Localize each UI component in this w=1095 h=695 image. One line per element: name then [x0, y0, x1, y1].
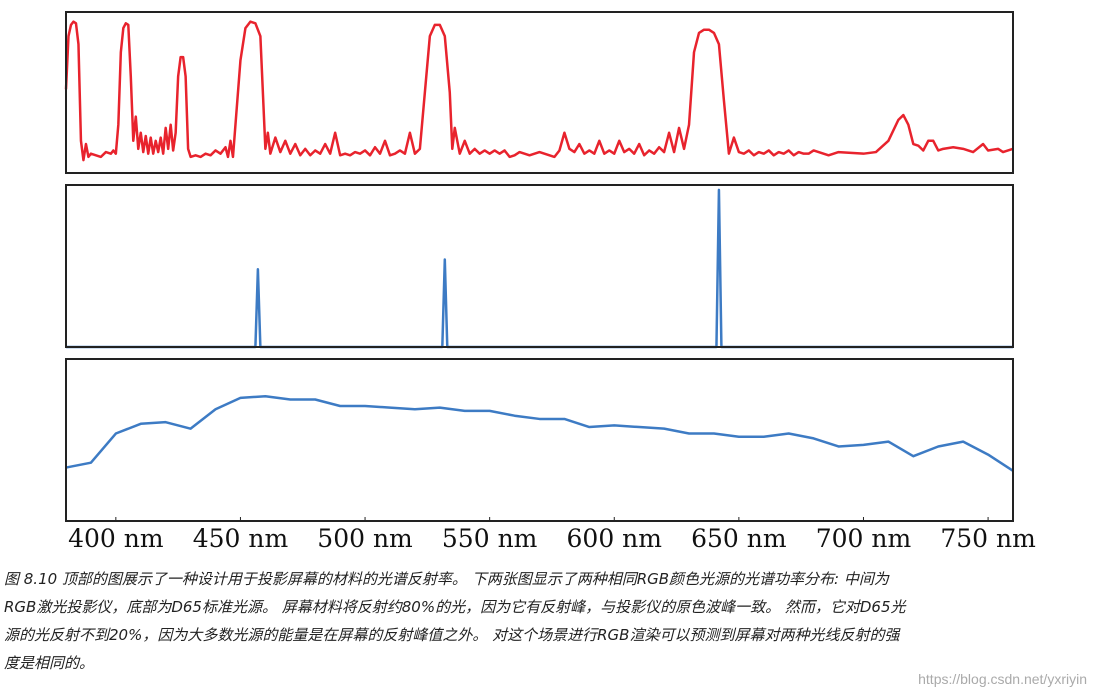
caption-line: RGB激光投影仪，底部为D65标准光源。 屏幕材料将反射约80%的光，因为它有反…: [4, 598, 906, 616]
x-tick-label: 750 nm: [940, 524, 1036, 553]
x-tick-label: 650 nm: [691, 524, 787, 553]
data-line: [65, 395, 1014, 472]
data-line: [66, 188, 1013, 349]
caption-line: 度是相同的。: [4, 654, 95, 672]
x-tick-label: 450 nm: [193, 524, 289, 553]
caption-line: 源的光反射不到20%，因为大多数光源的能量是在屏幕的反射峰值之外。 对这个场景进…: [4, 626, 900, 644]
panel-frame: [65, 184, 1014, 348]
caption-line: 图 8.10 顶部的图展示了一种设计用于投影屏幕的材料的光谱反射率。 下两张图显…: [4, 570, 889, 588]
x-tick-label: 600 nm: [567, 524, 663, 553]
chart: 400 nm 450 nm 500 nm 550 nm 600 nm 650 nm 700 …: [64, 11, 1036, 553]
x-tick-label: 550 nm: [442, 524, 538, 553]
x-tick-label: 700 nm: [816, 524, 912, 553]
x-tick-label: 400 nm: [68, 524, 164, 553]
watermark: https://blog.csdn.net/yxriyin: [918, 671, 1087, 687]
panel-frame: [65, 358, 1014, 522]
x-tick-label: 500 nm: [317, 524, 413, 553]
panel-frame: [65, 11, 1014, 174]
caption: 图 8.10 顶部的图展示了一种设计用于投影屏幕的材料的光谱反射率。 下两张图显…: [4, 565, 1092, 677]
data-line: [64, 20, 1014, 162]
